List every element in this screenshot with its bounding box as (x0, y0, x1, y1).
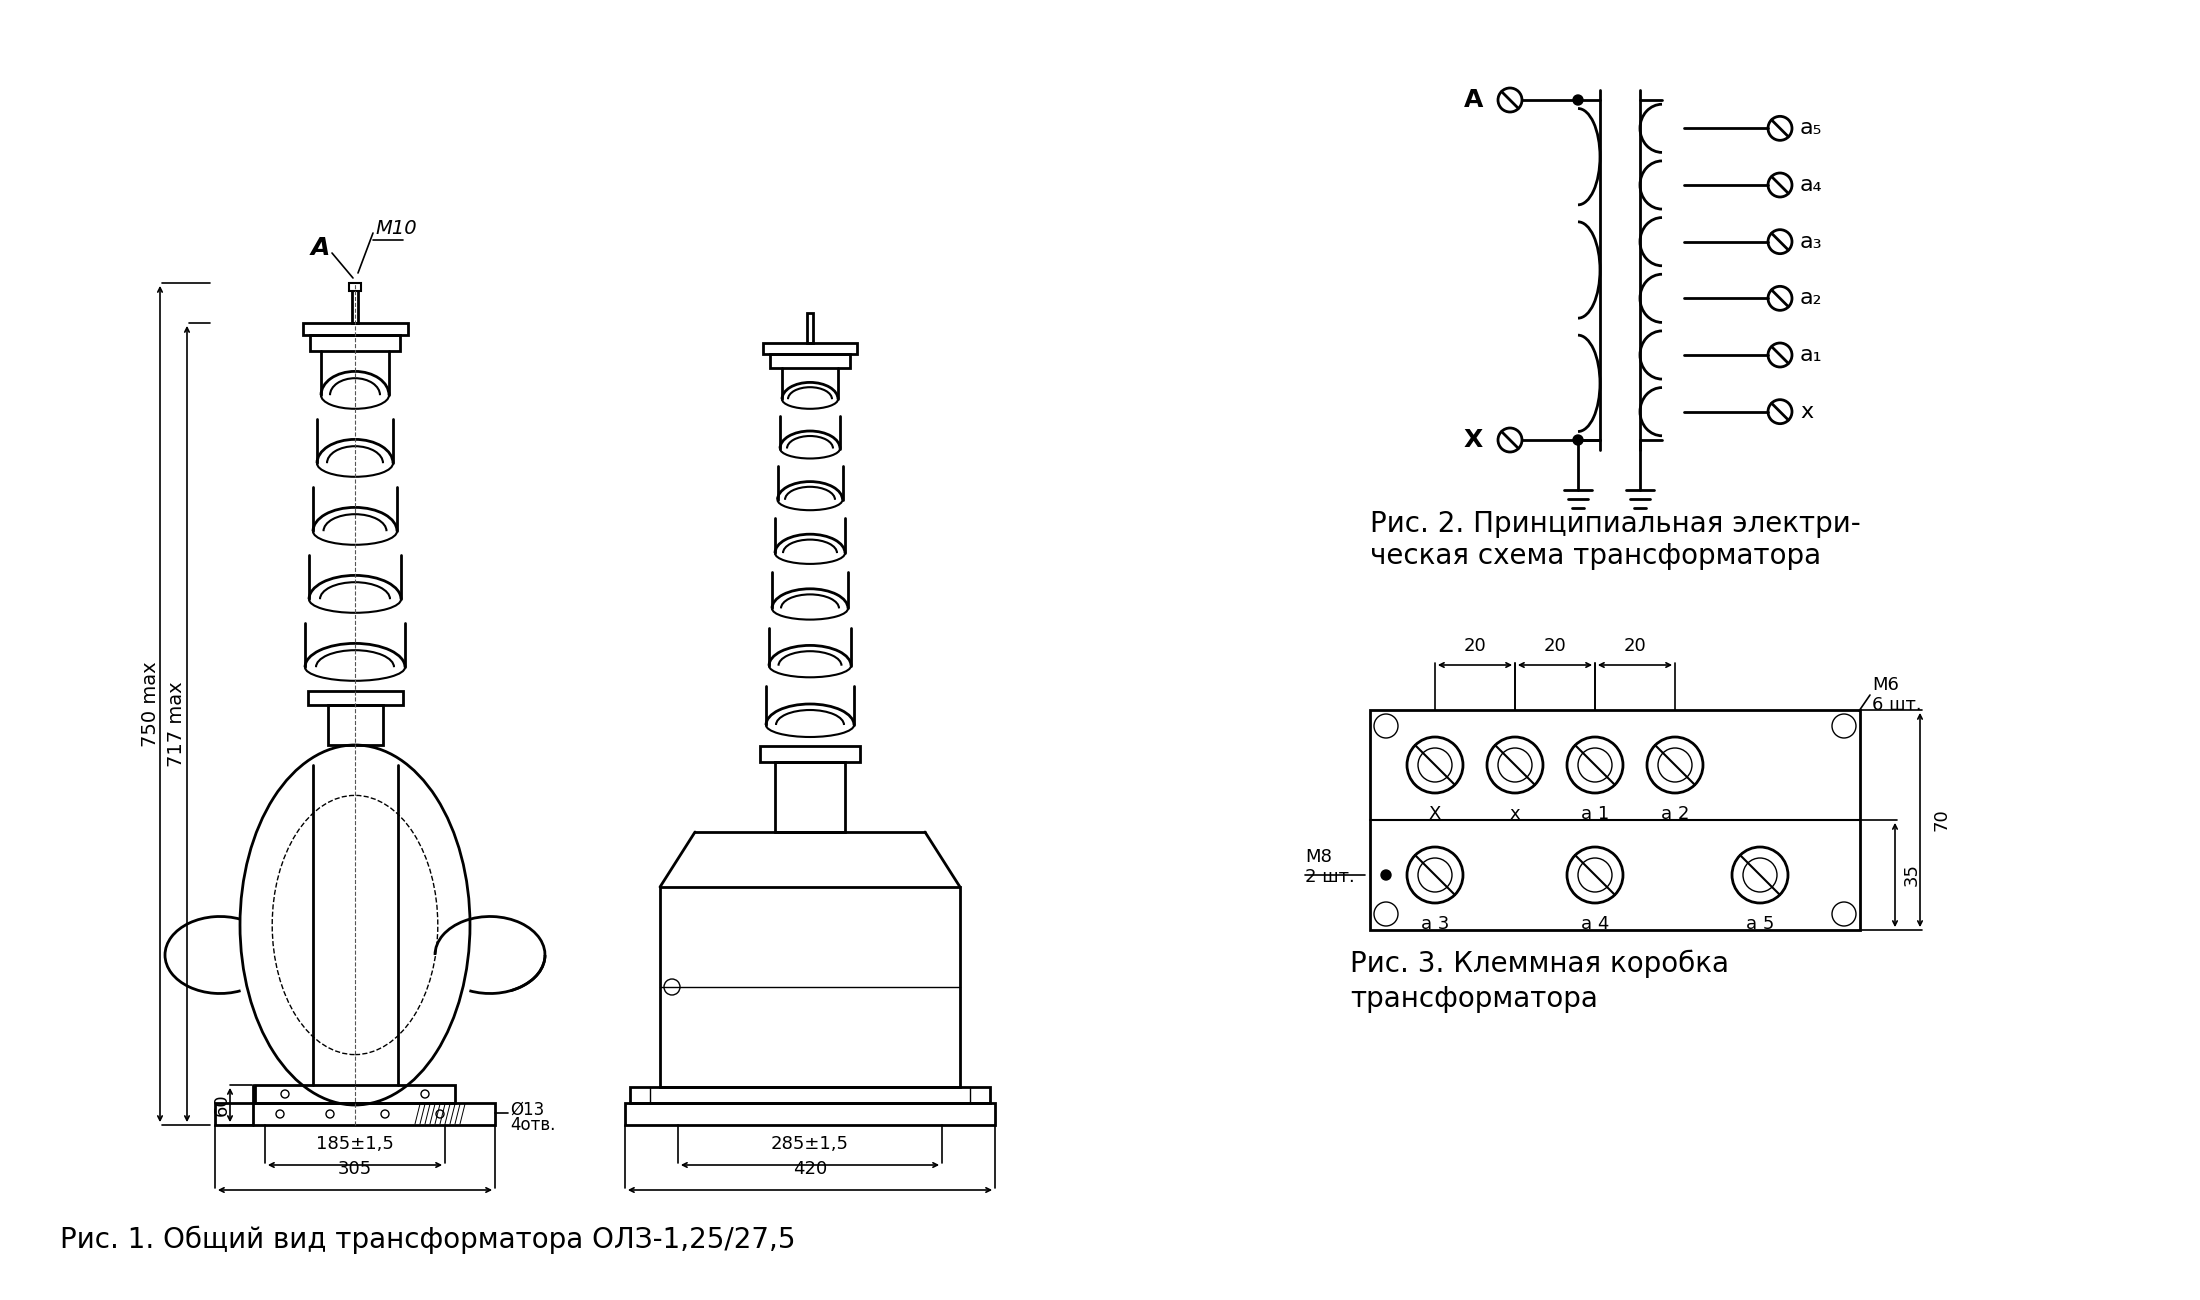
Text: X: X (1428, 805, 1441, 823)
Bar (660, 887, 959, 1087)
Bar (629, 1087, 990, 1102)
Text: a 1: a 1 (1582, 805, 1608, 823)
Text: x: x (1800, 402, 1813, 421)
Text: Рис. 3. Клеммная коробка: Рис. 3. Клеммная коробка (1351, 950, 1729, 979)
Bar (310, 335, 400, 351)
Bar (763, 343, 858, 354)
Circle shape (1573, 95, 1584, 105)
Text: ческая схема трансформатора: ческая схема трансформатора (1371, 542, 1822, 569)
Text: трансформатора: трансформатора (1351, 985, 1597, 1013)
Text: 2 шт.: 2 шт. (1305, 868, 1355, 887)
Text: a₃: a₃ (1800, 231, 1822, 252)
Bar (308, 692, 403, 705)
Text: 6 шт.: 6 шт. (1872, 696, 1921, 714)
Text: a 4: a 4 (1582, 915, 1608, 933)
Text: X: X (1463, 428, 1483, 452)
Text: a 3: a 3 (1421, 915, 1450, 933)
Text: A: A (310, 237, 330, 260)
Text: a 2: a 2 (1661, 805, 1690, 823)
Bar (352, 283, 359, 322)
Text: M6: M6 (1872, 676, 1899, 694)
Text: 20: 20 (1463, 637, 1487, 655)
Text: 420: 420 (792, 1160, 827, 1178)
Text: 20: 20 (1544, 637, 1566, 655)
Text: a₄: a₄ (1800, 176, 1822, 195)
Text: 60: 60 (213, 1093, 231, 1117)
Text: 4отв.: 4отв. (510, 1115, 554, 1134)
Bar (1371, 710, 1859, 930)
Bar (350, 283, 361, 291)
Bar (625, 1102, 994, 1124)
Text: 70: 70 (1932, 809, 1949, 832)
Text: 35: 35 (1903, 863, 1921, 887)
Text: Рис. 2. Принципиальная электри-: Рис. 2. Принципиальная электри- (1371, 510, 1861, 538)
Bar (759, 746, 860, 762)
Text: a₂: a₂ (1800, 289, 1822, 308)
Bar (774, 762, 845, 832)
Bar (770, 354, 849, 368)
Bar (255, 1086, 455, 1102)
Text: A: A (1463, 88, 1483, 112)
Text: M8: M8 (1305, 848, 1331, 866)
Text: 20: 20 (1624, 637, 1646, 655)
Circle shape (1573, 436, 1584, 445)
Text: 185±1,5: 185±1,5 (317, 1135, 394, 1153)
Text: x: x (1509, 805, 1520, 823)
Circle shape (1382, 870, 1390, 880)
Text: a 5: a 5 (1747, 915, 1773, 933)
Text: M10: M10 (374, 218, 416, 238)
Text: Рис. 1. Общий вид трансформатора ОЛЗ-1,25/27,5: Рис. 1. Общий вид трансформатора ОЛЗ-1,2… (59, 1226, 796, 1254)
Text: 285±1,5: 285±1,5 (770, 1135, 849, 1153)
Bar (216, 1102, 495, 1124)
Text: 305: 305 (339, 1160, 372, 1178)
Text: 717 max: 717 max (167, 681, 187, 767)
Bar (807, 313, 814, 343)
Bar (328, 705, 383, 745)
Bar (304, 322, 407, 335)
Text: a₅: a₅ (1800, 118, 1822, 138)
Text: Ø13: Ø13 (510, 1101, 543, 1119)
Text: 750 max: 750 max (141, 662, 158, 746)
Text: a₁: a₁ (1800, 344, 1822, 365)
